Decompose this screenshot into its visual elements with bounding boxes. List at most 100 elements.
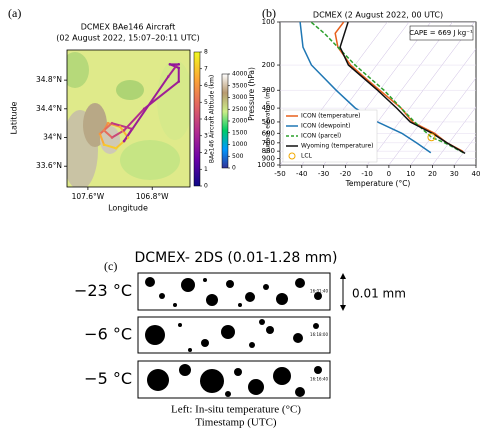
panel-label: (a) <box>8 6 21 20</box>
annotation-box <box>409 25 474 41</box>
x-tick-label: 0 <box>387 170 391 178</box>
line <box>339 22 466 155</box>
y-tick-label: 200 <box>262 61 275 69</box>
colorbar-tick-label: 0 <box>232 165 236 172</box>
y-tick-label: 600 <box>262 129 275 137</box>
x-tick-label: -40 <box>296 170 307 178</box>
y-tick-label: 100 <box>262 18 275 26</box>
track-point <box>122 139 126 143</box>
track-segment <box>98 132 105 146</box>
y-axis-label: Pressure (hPa) <box>247 67 256 121</box>
colorbar-tick-label: 6 <box>204 82 208 89</box>
legend-swatch <box>288 152 296 160</box>
track-point <box>106 121 110 125</box>
track-segment <box>98 122 114 135</box>
timestamp: 16:01:40 <box>310 289 328 294</box>
legend-label: ICON (temperature) <box>301 113 360 120</box>
track-point <box>177 66 181 70</box>
x-tick-label: 40 <box>472 170 481 178</box>
particle-strip <box>137 272 331 399</box>
x-tick-label: -50 <box>274 170 285 178</box>
track-point <box>166 75 170 78</box>
caption: Left: In-situ temperature (°C) <box>171 404 301 416</box>
line <box>299 22 432 154</box>
y-tick-label: 34.8°N <box>36 75 62 84</box>
y-tick-label: 500 <box>262 118 275 126</box>
colorbar-tick-label: 4 <box>204 116 208 123</box>
chart-title: DCMEX (2 August 2022, 00 UTC) <box>313 11 443 20</box>
grid-line <box>388 48 476 165</box>
panel-label: (c) <box>104 259 117 273</box>
colorbar-tick-label: 1000 <box>232 141 247 148</box>
grid-line <box>366 22 475 165</box>
x-axis-label: Longitude <box>108 204 148 213</box>
colorbar-tick-label: 0 <box>204 183 208 190</box>
y-axis-label: Latitude <box>10 101 19 134</box>
track-segment <box>167 64 178 78</box>
track-point <box>177 63 181 66</box>
colorbar-label: Surface elevation (m) <box>265 89 272 154</box>
legend-label: LCL <box>301 153 313 160</box>
scale-arrow <box>340 273 346 311</box>
track-point <box>110 121 114 125</box>
colorbar-tick-label: 500 <box>232 153 244 160</box>
y-tick-label: 700 <box>262 139 275 147</box>
track-point <box>118 125 122 129</box>
legend <box>282 109 378 163</box>
track-point <box>102 143 106 146</box>
colorbar-tick-label: 7 <box>204 65 208 72</box>
y-tick-label: 400 <box>262 104 275 112</box>
track-point <box>122 129 126 132</box>
colorbar-tick-label: 3 <box>204 132 208 139</box>
legend-label: ICON (dewpoint) <box>301 123 350 130</box>
colorbar-tick-label: 4000 <box>232 71 247 78</box>
track-segment <box>102 129 114 139</box>
colorbar <box>221 73 229 169</box>
y-tick-label: 34°N <box>43 133 62 142</box>
colorbar-label: BAe146 Aircraft Altitude (km) <box>209 75 216 163</box>
track-point <box>168 63 172 66</box>
y-tick-label: 1000 <box>257 161 275 169</box>
colorbar-tick-label: 2 <box>204 149 208 156</box>
colorbar-tick-label: 3500 <box>232 82 247 89</box>
chart-title: DCMEX BAe146 Aircraft <box>81 23 176 32</box>
lcl-marker <box>427 133 436 142</box>
timestamp: 16:18:00 <box>310 332 328 337</box>
x-axis-label: Temperature (°C) <box>345 179 411 188</box>
x-tick-label: -30 <box>318 170 329 178</box>
y-tick-label: 800 <box>262 147 275 155</box>
x-tick-label: 107.6°W <box>72 192 105 201</box>
line <box>310 22 464 154</box>
y-tick-label: 300 <box>262 86 275 94</box>
track-segment <box>168 63 180 69</box>
row-label: −6 °C <box>84 325 132 344</box>
lines <box>299 22 466 155</box>
colorbar-tick-label: 3000 <box>232 94 247 101</box>
caption: Timestamp (UTC) <box>195 417 277 429</box>
y-tick-label: 34.4°N <box>36 104 62 113</box>
chart-subtitle: (02 August 2022, 15:07–20:11 UTC) <box>56 34 199 43</box>
grid-line <box>432 106 476 165</box>
panel-label: (b) <box>262 6 276 20</box>
colorbar-tick-label: 1 <box>204 166 208 173</box>
track-segment <box>111 122 134 130</box>
colorbar-tick-label: 2500 <box>232 106 247 113</box>
grid-line <box>410 77 476 165</box>
map-frame <box>66 49 191 188</box>
chart-title: DCMEX- 2DS (0.01-1.28 mm) <box>135 250 338 266</box>
track-point <box>142 107 146 111</box>
colorbar-tick-label: 2000 <box>232 118 247 125</box>
x-tick-label: 10 <box>406 170 415 178</box>
track-point <box>98 132 102 136</box>
track-point <box>110 136 114 139</box>
track-point <box>130 127 134 131</box>
grid-line <box>454 135 476 165</box>
x-tick-label: 30 <box>450 170 459 178</box>
track-point <box>175 64 178 68</box>
track-point <box>114 146 118 150</box>
row-label: −23 °C <box>74 281 132 300</box>
scale-label: 0.01 mm <box>352 287 406 301</box>
legend-label: Wyoming (temperature) <box>301 143 373 150</box>
colorbar-tick-label: 1500 <box>232 129 247 136</box>
